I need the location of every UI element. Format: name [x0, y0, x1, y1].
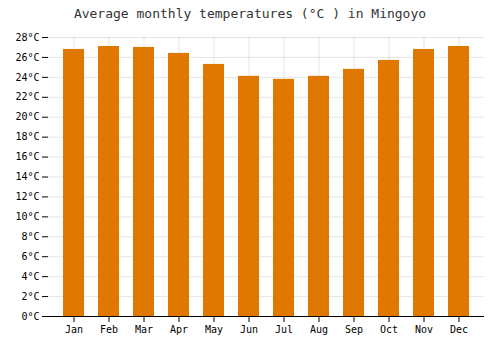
svg-text:8°C: 8°C	[21, 231, 39, 242]
svg-text:Apr: Apr	[170, 324, 188, 335]
html-text:Average monthly temperatures (: Average monthly temperatures (°C ) in Mi…	[73, 6, 427, 21]
svg-text:22°C: 22°C	[15, 91, 39, 102]
svg-text:10°C: 10°C	[15, 211, 39, 222]
svg-text:Nov: Nov	[415, 324, 433, 335]
svg-text:Jun: Jun	[240, 324, 258, 335]
svg-text:24°C: 24°C	[15, 72, 39, 83]
svg-text:Oct: Oct	[380, 324, 398, 335]
svg-text:4°C: 4°C	[21, 271, 39, 282]
svg-text:Mar: Mar	[135, 324, 153, 335]
svg-text:2°C: 2°C	[21, 291, 39, 302]
svg-text:Feb: Feb	[100, 324, 118, 335]
svg-text:Sep: Sep	[345, 324, 363, 335]
svg-text:6°C: 6°C	[21, 251, 39, 262]
svg-text:12°C: 12°C	[15, 191, 39, 202]
svg-text:Jul: Jul	[275, 324, 293, 335]
svg-text:Aug: Aug	[310, 324, 328, 335]
svg-text:Dec: Dec	[450, 324, 468, 335]
svg-text:28°C: 28°C	[15, 32, 39, 43]
svg-text:14°C: 14°C	[15, 171, 39, 182]
svg-text:May: May	[205, 324, 223, 335]
svg-text:18°C: 18°C	[15, 131, 39, 142]
svg-text:0°C: 0°C	[21, 311, 39, 322]
svg-text:Jan: Jan	[65, 324, 83, 335]
svg-text:16°C: 16°C	[15, 151, 39, 162]
svg-text:20°C: 20°C	[15, 111, 39, 122]
svg-text:26°C: 26°C	[15, 52, 39, 63]
